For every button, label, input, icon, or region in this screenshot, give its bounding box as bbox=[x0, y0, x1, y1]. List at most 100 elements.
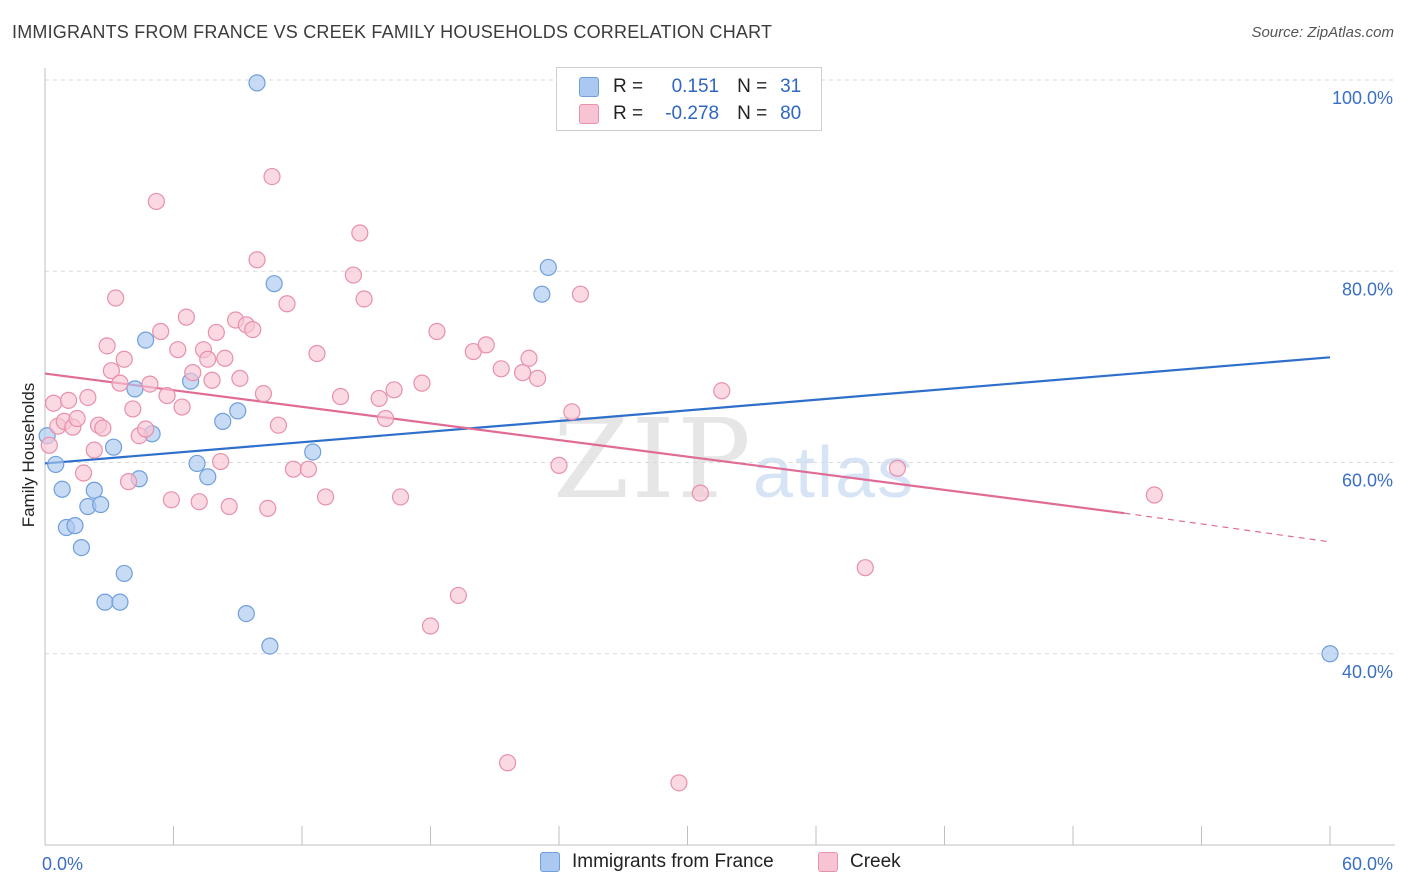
data-point-creek bbox=[169, 341, 187, 359]
data-point-creek bbox=[59, 391, 78, 409]
data-point-creek bbox=[40, 436, 58, 454]
legend: R = 0.151 N = 31 R = -0.278 N = 80 bbox=[556, 67, 822, 131]
bottom-legend-swatch-creek bbox=[818, 852, 838, 872]
data-point-creek bbox=[421, 617, 440, 635]
data-point-creek bbox=[520, 349, 538, 367]
data-point-france bbox=[137, 331, 155, 349]
data-point-creek bbox=[107, 289, 125, 307]
data-point-creek bbox=[449, 586, 467, 605]
data-point-creek bbox=[1145, 486, 1163, 504]
data-point-creek bbox=[713, 382, 731, 400]
chart-source: Source: ZipAtlas.com bbox=[1251, 24, 1394, 41]
data-point-creek bbox=[74, 464, 93, 482]
data-point-creek bbox=[376, 409, 395, 428]
data-point-creek bbox=[308, 344, 326, 363]
legend-r-value: -0.278 bbox=[665, 103, 720, 124]
data-point-creek bbox=[152, 322, 170, 341]
data-point-creek bbox=[391, 488, 410, 506]
data-point-creek bbox=[269, 416, 288, 434]
data-point-france bbox=[72, 539, 91, 557]
data-point-france bbox=[229, 402, 247, 420]
data-point-france bbox=[92, 495, 110, 514]
axes bbox=[44, 68, 1395, 846]
data-point-creek bbox=[94, 419, 112, 437]
data-point-creek bbox=[44, 394, 63, 412]
data-point-creek bbox=[563, 403, 581, 421]
data-point-creek bbox=[158, 386, 176, 405]
grid-lines bbox=[45, 79, 1395, 655]
legend-r-value: 0.151 bbox=[671, 76, 720, 97]
data-point-creek bbox=[477, 336, 495, 354]
legend-r-label: R = bbox=[613, 103, 644, 124]
data-point-creek bbox=[79, 388, 97, 407]
trend-lines bbox=[44, 356, 1331, 543]
data-point-france bbox=[261, 637, 279, 655]
data-point-creek bbox=[216, 349, 234, 367]
data-point-creek bbox=[98, 337, 116, 355]
y-tick-label: 100.0% bbox=[1332, 88, 1393, 108]
data-point-creek bbox=[691, 484, 709, 502]
data-point-creek bbox=[119, 473, 138, 491]
data-point-creek bbox=[571, 285, 590, 303]
legend-n-value: 80 bbox=[780, 103, 802, 124]
data-point-creek bbox=[220, 497, 238, 516]
data-point-creek bbox=[263, 167, 281, 186]
trend-line-france bbox=[44, 356, 1331, 465]
data-point-france bbox=[265, 275, 283, 293]
data-point-creek bbox=[355, 290, 373, 308]
legend-row-creek: R = -0.278 N = 80 bbox=[579, 101, 801, 127]
data-point-france bbox=[104, 438, 123, 456]
y-axis-label: Family Households bbox=[19, 383, 38, 528]
data-point-creek bbox=[111, 374, 129, 392]
x-tick-label: 60.0% bbox=[1342, 854, 1393, 874]
data-point-creek bbox=[199, 350, 217, 368]
data-point-creek bbox=[428, 322, 446, 341]
bottom-legend-creek: Creek bbox=[818, 851, 901, 873]
data-point-france bbox=[533, 285, 551, 303]
legend-n-value: 31 bbox=[780, 76, 802, 97]
legend-swatch-creek bbox=[579, 104, 599, 124]
data-point-creek bbox=[162, 491, 180, 509]
chart-title: IMMIGRANTS FROM FRANCE VS CREEK FAMILY H… bbox=[12, 22, 773, 42]
data-point-creek bbox=[207, 323, 225, 342]
y-tick-label: 60.0% bbox=[1342, 471, 1393, 491]
data-point-france bbox=[111, 593, 129, 611]
trend-line-creek-extension bbox=[1124, 512, 1331, 543]
axis-labels: 40.0% 60.0% 80.0% 100.0% 0.0% 60.0% Family Hou… bbox=[19, 88, 1393, 874]
data-point-france bbox=[304, 443, 322, 461]
y-tick-label: 40.0% bbox=[1342, 662, 1393, 682]
data-point-creek bbox=[85, 441, 103, 459]
data-point-creek bbox=[299, 460, 318, 478]
data-point-france bbox=[199, 468, 217, 486]
data-point-france bbox=[66, 517, 84, 535]
data-point-creek bbox=[284, 460, 303, 478]
bottom-legend-label-france: Immigrants from France bbox=[572, 851, 774, 872]
legend-row-france: R = 0.151 N = 31 bbox=[579, 74, 801, 100]
data-point-creek bbox=[124, 400, 142, 418]
data-point-creek bbox=[499, 754, 517, 772]
data-point-creek bbox=[254, 385, 273, 403]
data-point-creek bbox=[331, 387, 350, 406]
data-point-creek bbox=[670, 774, 688, 792]
data-point-creek bbox=[212, 452, 230, 471]
data-point-creek bbox=[351, 224, 369, 242]
bottom-legend-france: Immigrants from France bbox=[540, 851, 774, 873]
data-point-creek bbox=[147, 192, 165, 211]
data-point-creek bbox=[231, 369, 249, 387]
data-point-france bbox=[214, 412, 232, 430]
data-point-creek bbox=[513, 364, 532, 382]
x-tick-label: 0.0% bbox=[42, 854, 83, 874]
data-point-creek bbox=[385, 381, 403, 399]
bottom-legend-swatch-france bbox=[540, 852, 560, 872]
data-point-creek bbox=[492, 360, 510, 378]
data-point-creek bbox=[177, 308, 195, 326]
data-point-france bbox=[47, 455, 65, 474]
data-point-creek bbox=[528, 369, 547, 387]
data-point-creek bbox=[259, 499, 277, 517]
data-point-creek bbox=[248, 251, 266, 269]
data-points bbox=[38, 74, 1339, 792]
data-point-creek bbox=[856, 559, 874, 577]
data-point-creek bbox=[244, 320, 262, 339]
data-point-france bbox=[539, 258, 557, 277]
